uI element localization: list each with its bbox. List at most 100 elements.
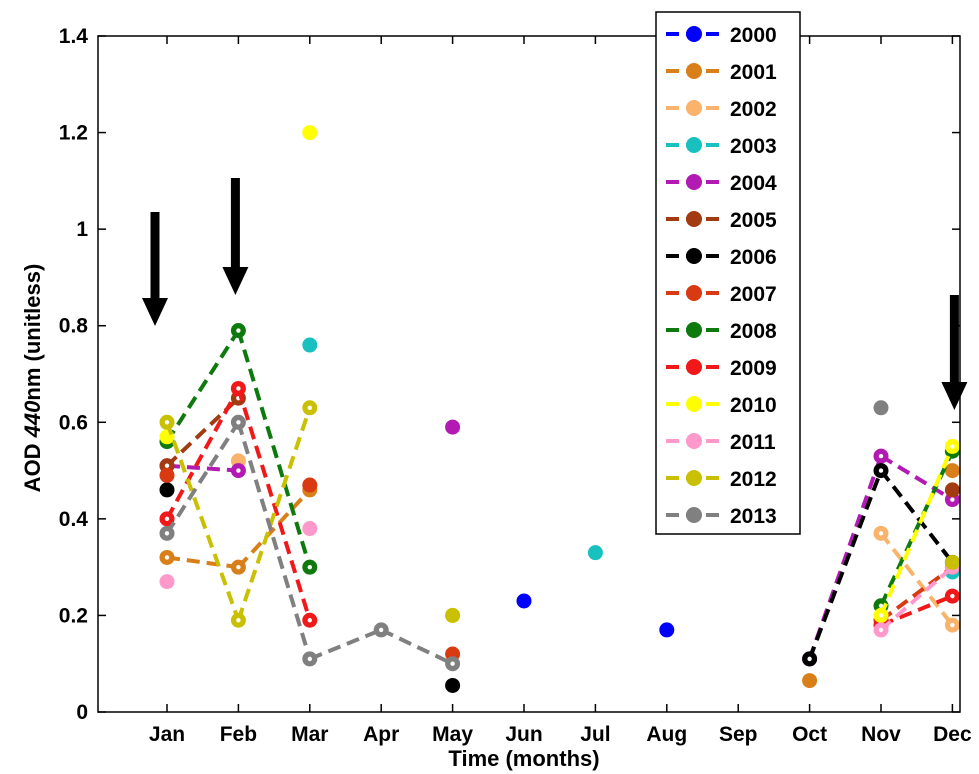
series-line-segment — [166, 555, 239, 570]
legend-box — [655, 11, 801, 535]
series-line-segment — [880, 594, 954, 627]
series-2000 — [516, 593, 675, 638]
y-axis-label-prefix: AOD — [20, 437, 45, 492]
series-2012 — [159, 400, 960, 628]
x-tick-label: Jan — [149, 723, 185, 746]
y-tick-label: 0.8 — [59, 315, 89, 338]
series-line-segment — [879, 454, 954, 502]
data-point-center — [164, 516, 170, 522]
data-point-center — [236, 618, 241, 623]
legend-marker — [686, 211, 702, 227]
legend-marker — [686, 63, 702, 79]
legend-marker — [686, 322, 702, 338]
legend-item-2013: 2013 — [666, 505, 777, 528]
data-point-center — [236, 564, 241, 570]
legend-item-2012: 2012 — [666, 468, 777, 491]
legend-label: 2004 — [730, 172, 777, 195]
data-point-center — [164, 463, 170, 468]
legend-marker — [686, 433, 702, 449]
series-line-segment — [236, 387, 312, 621]
data-point-center — [950, 497, 955, 502]
series-2008 — [159, 323, 960, 614]
x-tick-label: Oct — [792, 723, 827, 746]
legend-item-2008: 2008 — [666, 320, 777, 343]
data-point-center — [164, 420, 170, 425]
y-tick-label: 0 — [76, 701, 88, 724]
legend-label: 2000 — [730, 24, 777, 47]
x-tick-label: Nov — [861, 723, 901, 746]
data-point-center — [236, 386, 241, 391]
y-tick-label: 1.2 — [59, 122, 88, 145]
x-tick-label: Dec — [933, 723, 972, 746]
legend-label: 2011 — [730, 431, 776, 454]
y-tick-label: 0.2 — [59, 604, 88, 627]
legend-label: 2001 — [730, 61, 777, 84]
data-point-center — [950, 593, 955, 599]
arrow-head — [941, 382, 968, 410]
series-line-segment — [165, 329, 241, 443]
legend-item-2002: 2002 — [666, 98, 777, 121]
annotation-arrows — [142, 178, 968, 410]
series-line-segment — [807, 455, 883, 660]
y-tick-label: 1.4 — [59, 25, 89, 48]
series-2004 — [159, 419, 960, 667]
x-tick-label: May — [432, 723, 473, 746]
data-point — [516, 593, 532, 609]
x-tick-label: Aug — [646, 723, 687, 746]
legend-item-2009: 2009 — [666, 357, 777, 380]
series-line-segment — [380, 628, 454, 666]
data-point-center — [950, 622, 955, 628]
series-line-segment — [165, 387, 241, 520]
legend-label: 2005 — [730, 209, 777, 232]
series-2013 — [159, 400, 889, 672]
legend-marker — [686, 137, 702, 153]
x-tick-label: Jul — [580, 723, 610, 746]
legend-item-2005: 2005 — [666, 209, 777, 232]
data-point-center — [878, 453, 884, 459]
series-line-segment — [236, 421, 312, 660]
data-point-center — [236, 468, 241, 473]
legend-marker — [686, 359, 702, 375]
data-point — [445, 677, 461, 693]
series-line-segment — [309, 628, 382, 661]
legend-label: 2002 — [730, 98, 777, 121]
data-point — [944, 554, 960, 570]
data-point — [944, 482, 960, 498]
data-point-center — [164, 531, 170, 536]
y-axis-label-suffix: nm (unitless) — [20, 264, 45, 401]
legend-label: 2010 — [730, 394, 777, 417]
legend-label: 2009 — [730, 357, 777, 380]
data-point-center — [807, 656, 812, 662]
y-tick-label: 0.4 — [59, 508, 89, 531]
series-2005 — [159, 390, 960, 498]
series-line-segment — [165, 421, 241, 535]
legend-item-2000: 2000 — [666, 24, 777, 47]
legend-item-2006: 2006 — [666, 246, 777, 269]
data-point-center — [307, 564, 312, 570]
series-line-segment — [879, 565, 954, 632]
data-point-center — [307, 618, 312, 623]
legend-marker — [686, 470, 702, 486]
data-point-center — [164, 555, 170, 560]
series-line-segment — [879, 565, 954, 622]
legend: 2000 2001 2002 2003 2004 2005 2006 2007 2008 2009… — [655, 11, 801, 535]
legend-marker — [686, 396, 702, 412]
data-point-center — [236, 328, 241, 333]
data-point-center — [379, 627, 384, 633]
data-point — [445, 419, 461, 435]
y-tick-label: 0.6 — [59, 411, 88, 434]
series-line-segment — [879, 445, 955, 617]
series-line-segment — [165, 421, 241, 621]
x-tick-label: Jun — [505, 723, 542, 746]
data-point — [159, 467, 175, 483]
x-tick-label: Feb — [220, 723, 257, 746]
axes: 0 0.2 0.4 0.6 0.8 1 1.2 1.4 Jan Feb Mar Apr May Jun Ju… — [59, 25, 972, 746]
legend-marker — [686, 174, 702, 190]
legend-label: 2012 — [730, 468, 777, 491]
y-tick-label: 1 — [76, 218, 88, 241]
series-2006 — [159, 463, 960, 693]
x-tick-label: Mar — [291, 723, 328, 746]
series-line-segment — [807, 469, 883, 660]
data-point — [159, 574, 175, 590]
data-point — [587, 545, 603, 561]
